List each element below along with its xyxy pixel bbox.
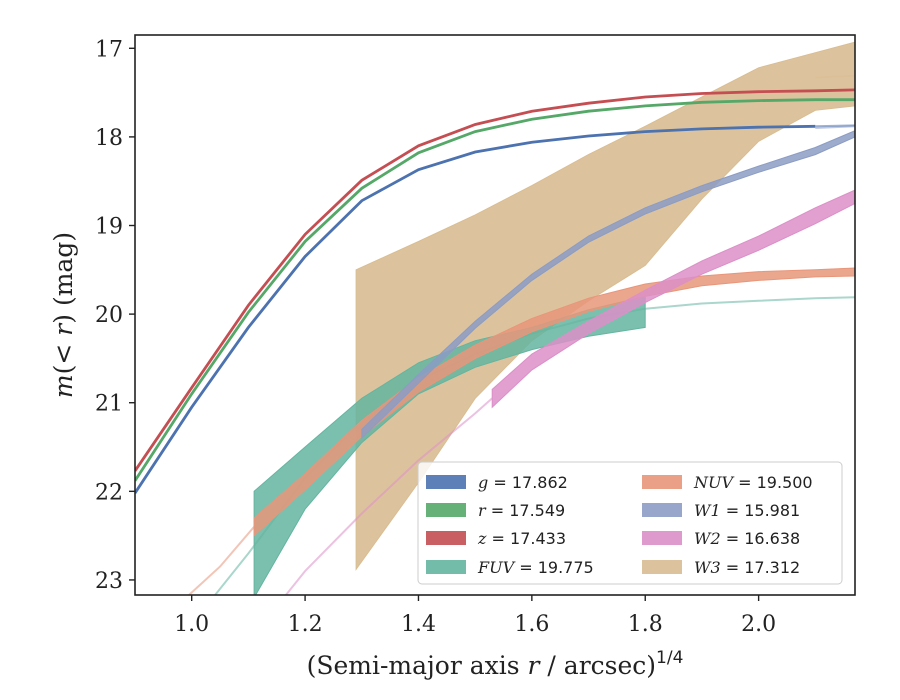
series-w1-band [361, 130, 855, 440]
x-tick-label: 1.0 [174, 612, 209, 637]
legend-swatch-w1 [642, 503, 682, 517]
legend-frame [417, 461, 843, 585]
y-tick-label: 19 [95, 215, 123, 240]
series-nuv-band [253, 267, 855, 537]
x-tick-label: 1.8 [628, 612, 663, 637]
legend-swatch-w2 [642, 531, 682, 545]
legend-swatch-w3 [642, 560, 682, 574]
legend-label-g: g = 17.862 [478, 473, 568, 492]
legend-label-w3: W3 = 17.312 [694, 558, 800, 577]
x-tick-label: 1.6 [514, 612, 549, 637]
legend-label-nuv: NUV = 19.500 [693, 473, 813, 492]
legend-swatch-fuv [426, 560, 466, 574]
series-fuv-band [253, 295, 646, 595]
y-tick-label: 22 [95, 480, 123, 505]
legend-label-z: z = 17.433 [477, 529, 566, 548]
series-w2-extrapolation [284, 397, 493, 595]
legend-label-fuv: FUV = 19.775 [477, 558, 594, 577]
y-tick-label: 17 [95, 37, 123, 62]
series-w3-band [355, 41, 855, 571]
series-w2-band [491, 189, 855, 409]
legend-label-w2: W2 = 16.638 [694, 529, 800, 548]
legend: g = 17.862 r = 17.549 z = 17.433 FUV = 19.7… [417, 461, 843, 585]
legend-swatch-z [426, 531, 466, 545]
series-r-line [135, 98, 855, 482]
x-tick-label: 1.2 [288, 612, 323, 637]
series-z-line [135, 88, 855, 472]
series-g-extrapolation [815, 124, 855, 128]
y-axis-label: m(< r) (mag) [49, 232, 78, 398]
x-tick-label: 2.0 [741, 612, 776, 637]
y-tick-label: 20 [95, 303, 123, 328]
series-g-line [135, 124, 816, 494]
series-nuv-extrapolation [187, 526, 255, 595]
x-tick-label: 1.4 [401, 612, 436, 637]
legend-label-r: r = 17.549 [478, 501, 565, 520]
legend-swatch-g [426, 475, 466, 489]
y-tick-label: 23 [95, 569, 123, 594]
legend-label-w1: W1 = 15.981 [694, 501, 800, 520]
y-tick-label: 21 [95, 392, 123, 417]
x-axis-label: (Semi-major axis r / arcsec)1/4 [307, 648, 684, 680]
legend-swatch-r [426, 503, 466, 517]
series-layer [135, 41, 855, 595]
ticks-layer: 1.0 1.2 1.4 1.6 1.8 2.0 17 18 19 20 21 22 23 [95, 37, 776, 637]
legend-swatch-nuv [642, 475, 682, 489]
series-w1-extrapolation [815, 125, 855, 129]
plot-frame [134, 34, 856, 596]
y-tick-label: 18 [95, 126, 123, 151]
